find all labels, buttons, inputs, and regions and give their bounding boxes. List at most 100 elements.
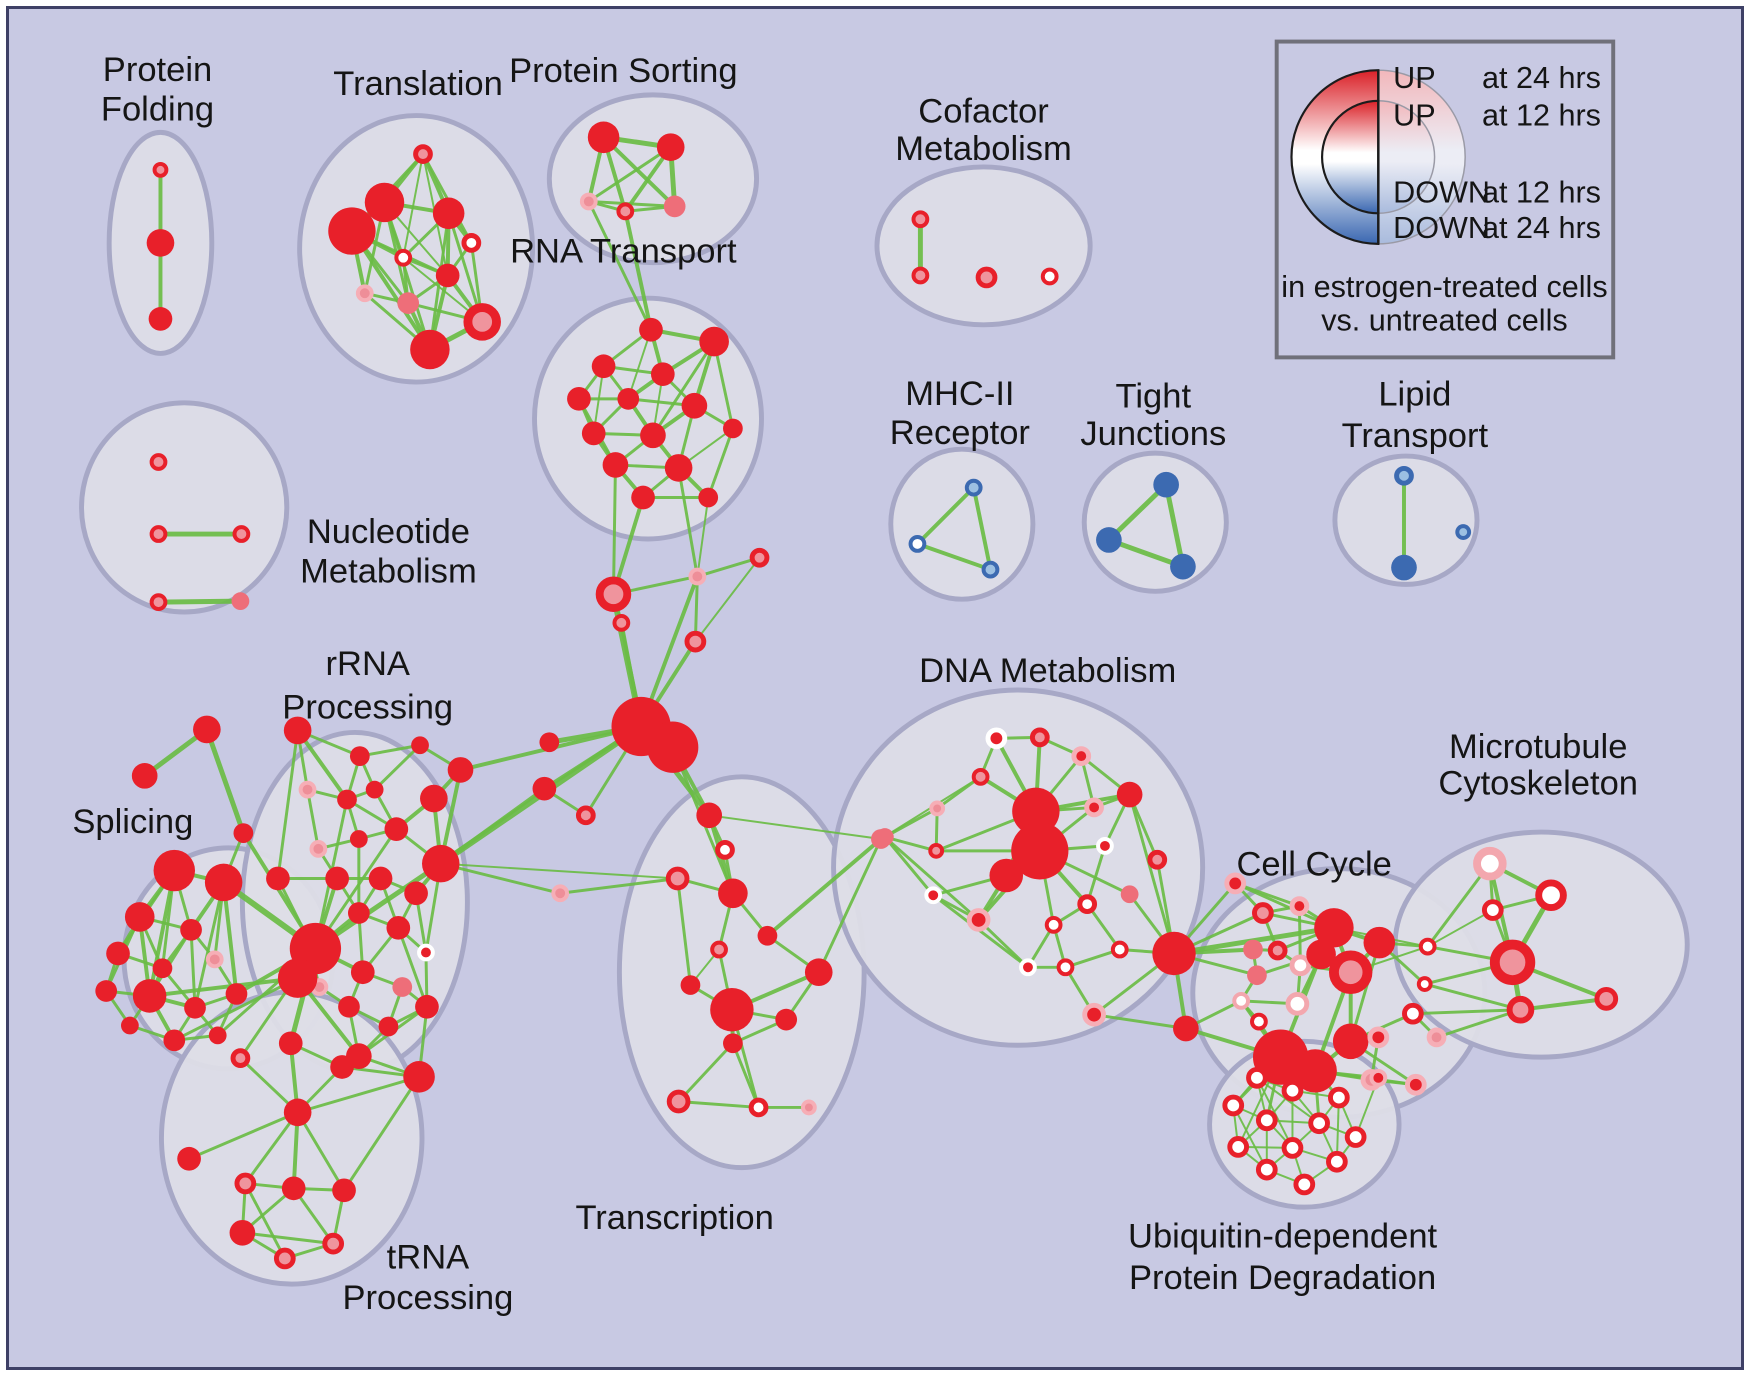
network-node (163, 1029, 186, 1052)
network-edge (706, 426, 735, 500)
network-node (591, 354, 616, 379)
network-edge (396, 926, 429, 1009)
network-node (384, 817, 409, 841)
network-node (617, 387, 640, 410)
network-edge (765, 837, 883, 938)
network-node (581, 421, 606, 446)
network-node (748, 1097, 769, 1118)
network-node (989, 858, 1024, 893)
network-node (1293, 1049, 1337, 1093)
network-node (411, 736, 429, 755)
network-node (1369, 1068, 1388, 1087)
network-node (1326, 1150, 1348, 1173)
network-node (981, 560, 1000, 579)
network-node (908, 535, 927, 553)
legend-time-label: at 24 hrs (1482, 211, 1601, 245)
legend-footer-line: in estrogen-treated cells (1281, 270, 1607, 304)
network-node (461, 233, 482, 253)
network-node (332, 1178, 356, 1203)
network-node (1096, 837, 1114, 855)
network-node (1250, 1012, 1268, 1031)
network-node (539, 732, 560, 753)
legend-direction-label: DOWN (1393, 175, 1490, 209)
network-node (1147, 849, 1168, 870)
legend-time-label: at 24 hrs (1482, 61, 1601, 95)
network-node (386, 915, 411, 940)
network-node (415, 994, 439, 1019)
figure-frame: Protein Folding Translation Protein Sorting… (6, 6, 1744, 1370)
network-edge (817, 837, 883, 974)
network-node (278, 1031, 303, 1056)
network-edge (383, 200, 432, 351)
network-edge (611, 463, 617, 596)
network-node (718, 878, 748, 909)
network-edge (243, 1181, 287, 1260)
cluster-label-protein-folding: Folding (101, 91, 214, 129)
network-node (153, 849, 196, 892)
network-edge (1092, 1013, 1188, 1030)
network-node (688, 567, 707, 586)
network-edge (295, 728, 349, 802)
network-node (650, 362, 675, 387)
network-node (804, 958, 833, 987)
network-node (273, 1247, 296, 1270)
network-edge (883, 835, 935, 897)
network-edge (1518, 996, 1609, 1012)
network-node (1040, 267, 1059, 286)
network-node (1116, 781, 1143, 808)
network-node (1173, 1015, 1199, 1042)
network-node (1535, 879, 1567, 912)
legend-footer-line: vs. untreated cells (1321, 304, 1567, 338)
network-node (911, 210, 930, 229)
network-node (710, 940, 728, 959)
network-node (575, 805, 596, 826)
network-node (1084, 797, 1104, 818)
network-node (298, 780, 317, 799)
cluster-ellipse-nucleotide-metabolism (79, 400, 290, 615)
network-node (800, 1099, 817, 1116)
network-node (723, 418, 743, 439)
network-node (1224, 872, 1247, 895)
network-node (1367, 1026, 1390, 1049)
network-node (1327, 1086, 1350, 1109)
network-node (1012, 787, 1060, 836)
cluster-ellipse-cofactor-metabolism (874, 164, 1093, 328)
network-node (1252, 902, 1274, 924)
network-edge (1085, 844, 1107, 906)
legend-node-glyph (1377, 100, 1436, 215)
network-node (184, 996, 206, 1019)
network-node (152, 161, 169, 178)
legend-node-glyph (1321, 99, 1380, 215)
network-node (1489, 939, 1536, 986)
network-edge (243, 1110, 300, 1185)
network-edge (935, 775, 983, 810)
network-node (1011, 822, 1069, 880)
network-node (699, 326, 729, 357)
network-node (1056, 958, 1075, 977)
network-node (281, 1176, 306, 1201)
cluster-label-protein-folding: Protein (103, 51, 212, 89)
cluster-label-ubiquitin-dependent-protein-degradation: Protein Degradation (1129, 1259, 1436, 1297)
cluster-label-lipid-transport: Lipid (1378, 376, 1451, 414)
cluster-label-cell-cycle: Cell Cycle (1236, 846, 1391, 884)
network-node (1404, 1073, 1427, 1096)
network-edge (1426, 909, 1494, 948)
network-edge (883, 806, 939, 839)
network-node (639, 317, 663, 342)
network-node (579, 192, 598, 211)
network-node (349, 830, 368, 848)
network-node (647, 721, 699, 773)
network-node (640, 422, 666, 449)
cluster-label-tight-junctions: Tight (1116, 378, 1192, 416)
cluster-label-nucleotide-metabolism: Metabolism (300, 552, 477, 590)
network-node (1096, 527, 1122, 553)
cluster-label-rna-transport: RNA Transport (510, 233, 737, 271)
network-edge (439, 862, 562, 895)
network-node (928, 842, 945, 859)
cluster-label-trna-processing: Processing (343, 1279, 514, 1317)
network-node (229, 1219, 256, 1246)
cluster-label-cofactor-metabolism: Metabolism (895, 130, 1072, 168)
network-edge (1106, 482, 1169, 543)
cluster-label-ubiquitin-dependent-protein-degradation: Ubiquitin-dependent (1128, 1218, 1438, 1256)
cluster-label-cofactor-metabolism: Cofactor (918, 92, 1049, 130)
